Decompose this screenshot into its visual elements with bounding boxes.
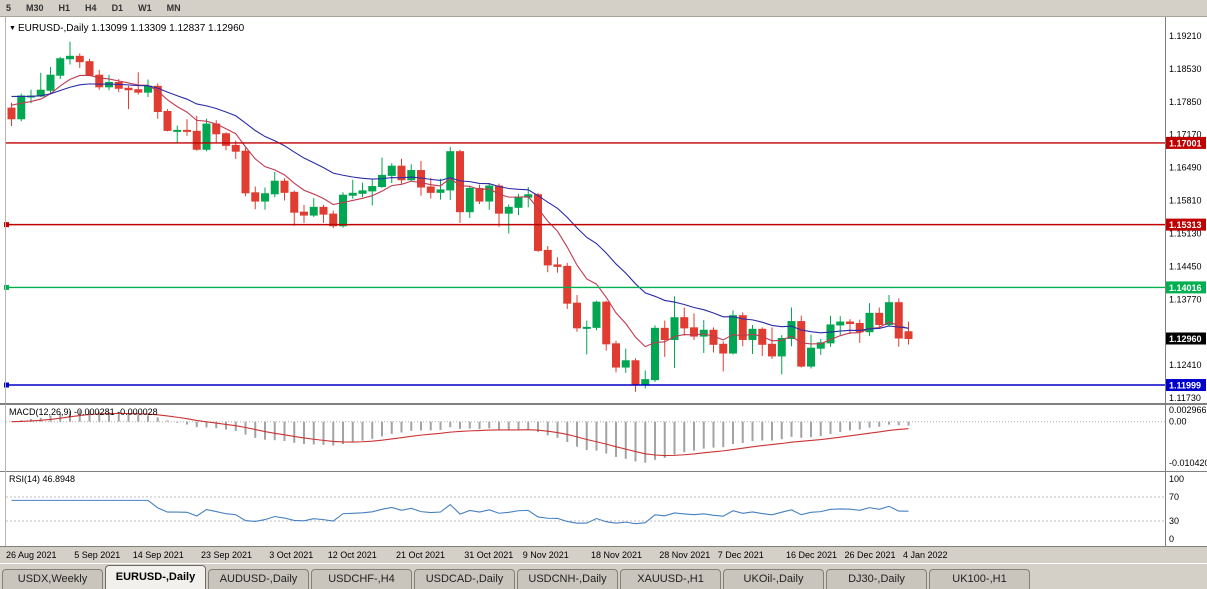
time-label: 5 Sep 2021 xyxy=(74,550,121,560)
chart-tab-xauusd-h1[interactable]: XAUUSD-,H1 xyxy=(620,569,721,589)
time-label: 18 Nov 2021 xyxy=(591,550,643,560)
svg-text:100: 100 xyxy=(1169,474,1184,484)
time-label: 3 Oct 2021 xyxy=(269,550,314,560)
chart-tab-usdcnh-daily[interactable]: USDCNH-,Daily xyxy=(517,569,618,589)
time-label: 23 Sep 2021 xyxy=(201,550,253,560)
rsi-line xyxy=(11,499,909,525)
svg-text:1.15810: 1.15810 xyxy=(1169,196,1202,206)
time-label: 21 Oct 2021 xyxy=(396,550,446,560)
macd-signal-line xyxy=(11,412,909,457)
svg-text:1.11999: 1.11999 xyxy=(1169,381,1201,391)
svg-text:1.14450: 1.14450 xyxy=(1169,261,1202,271)
macd-name: MACD(12,26,9) xyxy=(9,407,72,417)
time-label: 7 Dec 2021 xyxy=(717,550,764,560)
time-label: 28 Nov 2021 xyxy=(659,550,711,560)
chart-tab-audusd-daily[interactable]: AUDUSD-,Daily xyxy=(208,569,309,589)
macd-subwindow-canvas[interactable]: 0.002966 0.00 -0.010420 xyxy=(0,404,1207,471)
svg-text:0.00: 0.00 xyxy=(1169,417,1187,427)
svg-text:1.17850: 1.17850 xyxy=(1169,97,1202,107)
time-label: 9 Nov 2021 xyxy=(522,550,569,560)
svg-text:1.13770: 1.13770 xyxy=(1169,294,1202,304)
time-label: 4 Jan 2022 xyxy=(903,550,948,560)
price-axis-labels: 1.19210 1.18530 1.17850 1.17170 1.16490 1.158… xyxy=(1169,31,1202,403)
svg-text:1.17001: 1.17001 xyxy=(1169,138,1202,148)
chart-tab-ukoil-daily[interactable]: UKOil-,Daily xyxy=(723,569,824,589)
timeframe-button-m30[interactable]: M30 xyxy=(26,3,44,13)
svg-text:1.14016: 1.14016 xyxy=(1169,283,1202,293)
chart-symbol-period: EURUSD-,Daily xyxy=(17,23,89,34)
timeframe-button-w1[interactable]: W1 xyxy=(138,3,152,13)
rsi-subwindow-canvas[interactable]: 100 70 30 0 xyxy=(0,471,1207,546)
svg-text:1.17170: 1.17170 xyxy=(1169,130,1202,140)
timeframe-button-h1[interactable]: H1 xyxy=(58,3,71,13)
rsi-axis-labels: 100 70 30 0 xyxy=(1169,474,1184,544)
svg-text:1.19210: 1.19210 xyxy=(1169,31,1202,41)
timeframe-button-d1[interactable]: D1 xyxy=(111,3,124,13)
current-price-label xyxy=(1166,332,1206,345)
svg-text:1.18530: 1.18530 xyxy=(1169,64,1202,74)
svg-text:-0.010420: -0.010420 xyxy=(1169,458,1207,468)
main-chart-canvas[interactable]: 1.19210 1.18530 1.17850 1.17170 1.16490 1.158… xyxy=(0,17,1207,404)
svg-text:0: 0 xyxy=(1169,534,1174,544)
rsi-value: 46.8948 xyxy=(42,474,76,484)
chart-tab-usdchf-h4[interactable]: USDCHF-,H4 xyxy=(311,569,412,589)
chart-tab-usdx-weekly[interactable]: USDX,Weekly xyxy=(2,569,103,589)
time-label: 31 Oct 2021 xyxy=(464,550,514,560)
timeframe-button-5[interactable]: 5 xyxy=(6,3,12,13)
svg-text:1.16490: 1.16490 xyxy=(1169,163,1202,173)
rsi-indicator-label: RSI(14) 46.8948 xyxy=(9,474,75,484)
chart-ohlc-values: 1.13099 1.13309 1.12837 1.12960 xyxy=(91,23,245,34)
svg-text:1.15313: 1.15313 xyxy=(1169,220,1202,230)
ma-slow-line xyxy=(11,83,909,334)
svg-text:1.12960: 1.12960 xyxy=(1169,334,1202,344)
svg-text:1.12410: 1.12410 xyxy=(1169,360,1202,370)
timeframe-button-h4[interactable]: H4 xyxy=(85,3,97,13)
timeframe-button-mn[interactable]: MN xyxy=(166,3,181,13)
chart-tab-eurusd-daily[interactable]: EURUSD-,Daily xyxy=(105,565,206,589)
time-axis: 26 Aug 2021 5 Sep 2021 14 Sep 2021 23 Sep 2… xyxy=(0,546,1207,563)
chart-tab-bar: USDX,Weekly EURUSD-,Daily AUDUSD-,Daily USD… xyxy=(0,563,1207,589)
macd-axis-labels: 0.002966 0.00 -0.010420 xyxy=(1169,405,1207,468)
macd-indicator-label: MACD(12,26,9) -0.000281 -0.000028 xyxy=(9,407,158,417)
time-label: 16 Dec 2021 xyxy=(786,550,838,560)
svg-text:30: 30 xyxy=(1169,516,1179,526)
svg-text:0.002966: 0.002966 xyxy=(1169,405,1207,415)
svg-text:70: 70 xyxy=(1169,492,1179,502)
ma-fast-line xyxy=(11,74,909,348)
horizontal-level-lines: 1.17001 1.15313 1.14016 1.11999 xyxy=(4,136,1206,392)
chart-title: ▼ EURUSD-,Daily 1.13099 1.13309 1.12837 1… xyxy=(9,23,244,34)
chart-tab-usdcad-daily[interactable]: USDCAD-,Daily xyxy=(414,569,515,589)
time-label: 26 Aug 2021 xyxy=(6,550,57,560)
svg-text:1.11730: 1.11730 xyxy=(1169,393,1201,403)
time-label: 14 Sep 2021 xyxy=(132,550,184,560)
time-label: 26 Dec 2021 xyxy=(844,550,896,560)
chart-tab-dj30-daily[interactable]: DJ30-,Daily xyxy=(826,569,927,589)
symbol-dropdown-icon[interactable]: ▼ xyxy=(9,25,16,32)
svg-text:1.15130: 1.15130 xyxy=(1169,228,1202,238)
chart-tab-uk100-h1[interactable]: UK100-,H1 xyxy=(929,569,1030,589)
rsi-name: RSI(14) xyxy=(9,474,41,484)
timeframe-toolbar: 5 M30 H1 H4 D1 W1 MN xyxy=(0,0,1207,17)
time-label: 12 Oct 2021 xyxy=(327,550,377,560)
macd-values: -0.000281 -0.000028 xyxy=(74,407,158,417)
